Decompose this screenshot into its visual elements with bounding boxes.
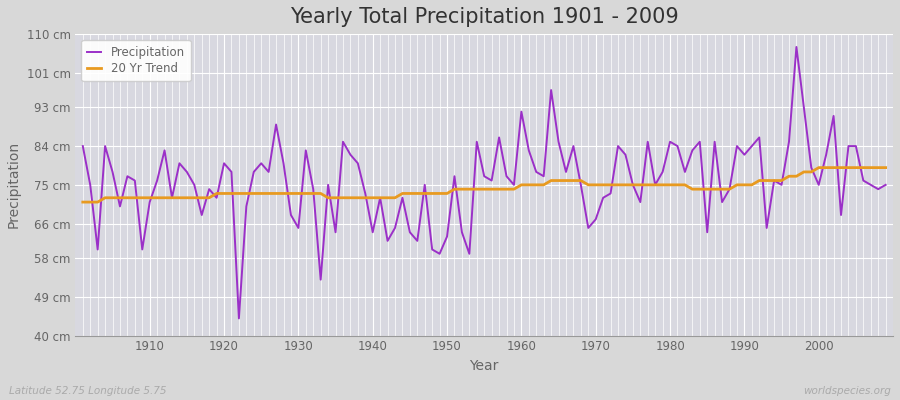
Precipitation: [137, 247, 148, 252]
20 Yr Trend: [77, 200, 88, 204]
Precipitation: [308, 187, 319, 192]
20 Yr Trend: [605, 182, 616, 187]
20 Yr Trend: [345, 195, 356, 200]
Precipitation: [353, 161, 364, 166]
Y-axis label: Precipitation: Precipitation: [7, 141, 21, 228]
20 Yr Trend: [508, 187, 519, 192]
20 Yr Trend: [516, 182, 526, 187]
Precipitation: [880, 182, 891, 187]
Legend: Precipitation, 20 Yr Trend: Precipitation, 20 Yr Trend: [81, 40, 191, 81]
20 Yr Trend: [137, 195, 148, 200]
Text: Latitude 52.75 Longitude 5.75: Latitude 52.75 Longitude 5.75: [9, 386, 166, 396]
Precipitation: [233, 316, 244, 321]
Precipitation: [613, 144, 624, 148]
Precipitation: [791, 44, 802, 49]
Precipitation: [77, 144, 88, 148]
20 Yr Trend: [880, 165, 891, 170]
Precipitation: [516, 109, 526, 114]
Precipitation: [524, 148, 535, 153]
Text: worldspecies.org: worldspecies.org: [803, 386, 891, 396]
X-axis label: Year: Year: [470, 359, 499, 373]
Title: Yearly Total Precipitation 1901 - 2009: Yearly Total Precipitation 1901 - 2009: [290, 7, 679, 27]
Line: 20 Yr Trend: 20 Yr Trend: [83, 168, 886, 202]
20 Yr Trend: [814, 165, 824, 170]
20 Yr Trend: [301, 191, 311, 196]
Line: Precipitation: Precipitation: [83, 47, 886, 318]
